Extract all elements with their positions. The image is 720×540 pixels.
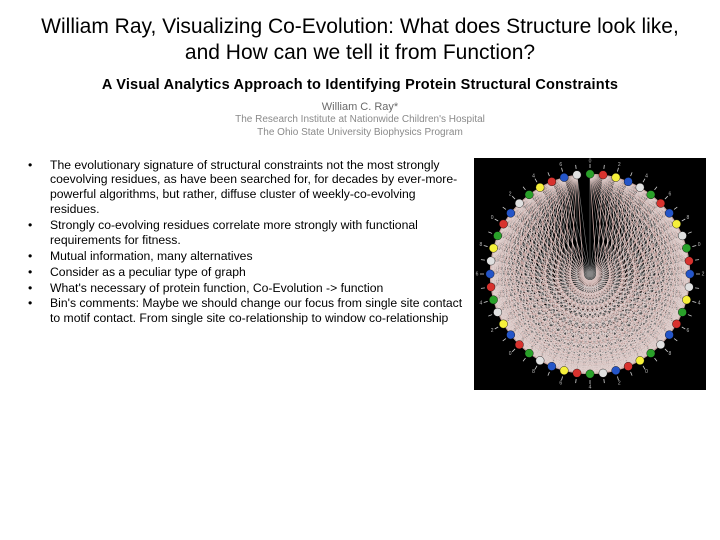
bullet-icon: • bbox=[26, 218, 50, 248]
svg-text:0: 0 bbox=[645, 369, 648, 375]
svg-text:8: 8 bbox=[532, 369, 535, 375]
subtitle-block: A Visual Analytics Approach to Identifyi… bbox=[0, 71, 720, 142]
subtitle-affiliation-2: The Ohio State University Biophysics Pro… bbox=[10, 127, 710, 140]
svg-text:2: 2 bbox=[618, 162, 621, 168]
svg-text:0: 0 bbox=[491, 214, 494, 220]
bullet-text: Bin's comments: Maybe we should change o… bbox=[50, 296, 466, 326]
svg-text:4: 4 bbox=[479, 300, 482, 306]
svg-text:6: 6 bbox=[476, 271, 479, 277]
slide-title: William Ray, Visualizing Co-Evolution: W… bbox=[0, 0, 720, 71]
svg-text:8: 8 bbox=[669, 351, 672, 357]
subtitle-author: William C. Ray* bbox=[10, 101, 710, 113]
bullet-icon: • bbox=[26, 296, 50, 326]
svg-text:4: 4 bbox=[589, 384, 592, 390]
svg-text:2: 2 bbox=[491, 327, 494, 333]
svg-text:6: 6 bbox=[669, 191, 672, 197]
bullet-icon: • bbox=[26, 281, 50, 296]
bullet-list: •The evolutionary signature of structura… bbox=[26, 158, 466, 390]
svg-text:0: 0 bbox=[509, 351, 512, 357]
svg-text:8: 8 bbox=[479, 242, 482, 248]
svg-text:4: 4 bbox=[698, 300, 701, 306]
list-item: •The evolutionary signature of structura… bbox=[26, 158, 466, 218]
list-item: •Consider as a peculiar type of graph bbox=[26, 265, 466, 280]
svg-text:6: 6 bbox=[559, 380, 562, 386]
svg-text:6: 6 bbox=[559, 162, 562, 168]
bullet-text: Mutual information, many alternatives bbox=[50, 249, 466, 264]
svg-text:2: 2 bbox=[509, 191, 512, 197]
list-item: •Strongly co-evolving residues correlate… bbox=[26, 218, 466, 248]
bullet-text: Strongly co-evolving residues correlate … bbox=[50, 218, 466, 248]
bullet-icon: • bbox=[26, 265, 50, 280]
svg-text:0: 0 bbox=[589, 158, 592, 164]
subtitle-main: A Visual Analytics Approach to Identifyi… bbox=[10, 77, 710, 93]
svg-text:6: 6 bbox=[686, 327, 689, 333]
svg-text:2: 2 bbox=[618, 380, 621, 386]
svg-text:4: 4 bbox=[645, 173, 648, 179]
svg-text:8: 8 bbox=[686, 214, 689, 220]
bullet-icon: • bbox=[26, 158, 50, 218]
bullet-icon: • bbox=[26, 249, 50, 264]
bullet-text: Consider as a peculiar type of graph bbox=[50, 265, 466, 280]
network-figure: 0 2 4 6 8 0 2 4 6 8 0 2 4 6 8 0 2 4 6 8 0 2 4 6 bbox=[474, 158, 706, 390]
svg-text:2: 2 bbox=[702, 271, 705, 277]
bullet-text: What's necessary of protein function, Co… bbox=[50, 281, 466, 296]
bullet-text: The evolutionary signature of structural… bbox=[50, 158, 466, 218]
subtitle-affiliation-1: The Research Institute at Nationwide Chi… bbox=[10, 114, 710, 127]
svg-text:4: 4 bbox=[532, 173, 535, 179]
list-item: •What's necessary of protein function, C… bbox=[26, 281, 466, 296]
list-item: •Bin's comments: Maybe we should change … bbox=[26, 296, 466, 326]
content-row: •The evolutionary signature of structura… bbox=[0, 142, 720, 390]
svg-text:0: 0 bbox=[698, 242, 701, 248]
list-item: •Mutual information, many alternatives bbox=[26, 249, 466, 264]
